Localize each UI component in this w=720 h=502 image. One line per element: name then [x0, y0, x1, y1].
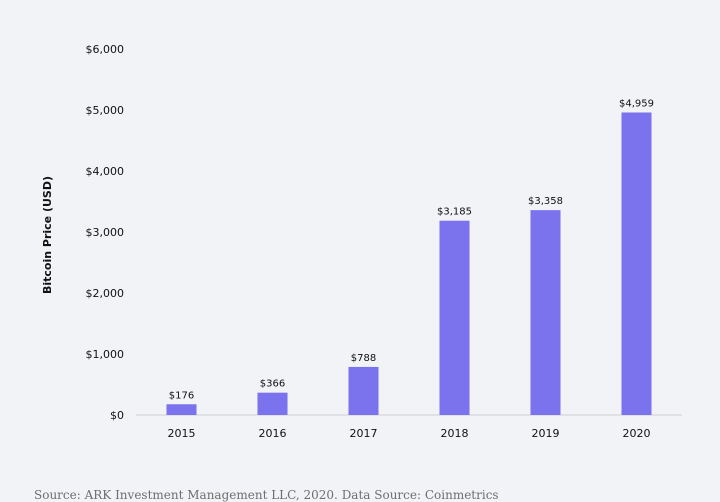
x-tick-labels: 2015 2016 2017 2018 2019 2020	[168, 427, 651, 440]
y-tick-label: $3,000	[86, 226, 125, 239]
bar-value-label: $3,358	[528, 196, 563, 207]
x-tick-label: 2019	[532, 427, 560, 440]
y-tick-label: $0	[110, 409, 124, 422]
bar-value-label: $366	[260, 379, 285, 390]
y-tick-label: $6,000	[86, 43, 125, 56]
bar-value-label: $788	[351, 353, 376, 364]
bars: $176 $366 $788 $3,185 $3,358 $4,959	[166, 99, 654, 415]
bar	[166, 404, 197, 415]
y-tick-label: $2,000	[86, 287, 125, 300]
y-axis-title: Bitcoin Price (USD)	[41, 176, 54, 294]
y-tick-labels: $0 $1,000 $2,000 $3,000 $4,000 $5,000 $6,000	[86, 43, 125, 422]
x-tick-label: 2016	[259, 427, 287, 440]
x-tick-label: 2020	[623, 427, 651, 440]
y-tick-label: $1,000	[86, 348, 125, 361]
bar	[439, 220, 470, 415]
x-tick-label: 2017	[350, 427, 378, 440]
x-tick-label: 2015	[168, 427, 196, 440]
bar	[530, 210, 561, 415]
bar	[621, 112, 652, 415]
source-note: Source: ARK Investment Management LLC, 2…	[34, 488, 499, 502]
bar	[257, 392, 288, 415]
bar-value-label: $3,185	[437, 207, 472, 218]
y-tick-label: $4,000	[86, 165, 125, 178]
y-tick-label: $5,000	[86, 104, 125, 117]
bar-value-label: $176	[169, 390, 194, 401]
x-tick-label: 2018	[441, 427, 469, 440]
bar	[348, 366, 379, 415]
bar-value-label: $4,959	[619, 99, 654, 110]
